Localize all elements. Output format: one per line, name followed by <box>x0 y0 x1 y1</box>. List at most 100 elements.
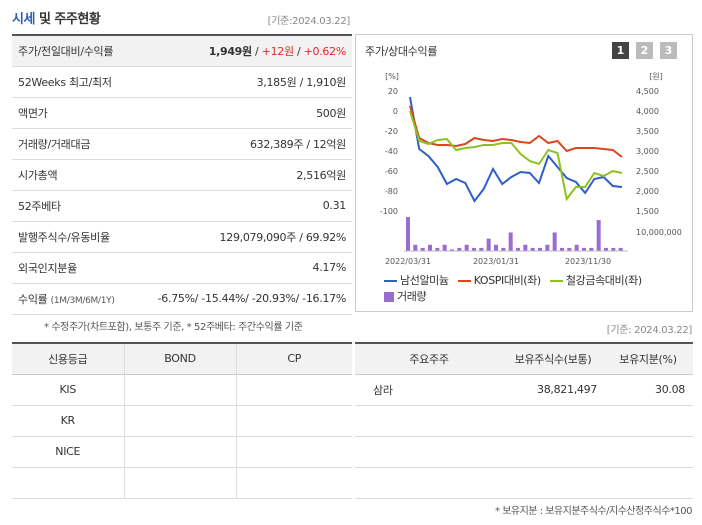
volume-bar <box>552 232 557 251</box>
volume-bar <box>457 247 462 251</box>
chart-page-3-button[interactable]: 3 <box>660 42 677 59</box>
volume-bar <box>560 247 564 251</box>
volume-bar <box>479 247 484 251</box>
chart-page-2-button[interactable]: 2 <box>636 42 653 59</box>
volume-tick-label: 10,000,000 <box>636 228 682 237</box>
cp-cell <box>235 405 352 437</box>
table-header-row: 주요주주 보유주식수(보통) 보유지분(%) <box>355 343 693 375</box>
agency-cell: KIS <box>12 374 124 406</box>
column-header: 보유지분(%) <box>603 343 693 375</box>
row-label: 52주베타 <box>12 190 130 222</box>
major-shareholders-table: 주요주주 보유주식수(보통) 보유지분(%) 삼라 38,821,497 30.08 <box>355 342 693 499</box>
volume-bar <box>604 247 608 251</box>
volume-bar <box>589 247 594 251</box>
table-row: 주가/전일대비/수익률 1,949원 / +12원 / +0.62% <box>12 35 352 67</box>
x-tick-label: 2023/11/30 <box>565 257 611 266</box>
table-row: 삼라 38,821,497 30.08 <box>355 374 693 406</box>
row-value: 2,516억원 <box>129 159 352 191</box>
chart-legend: 남선알미늄 KOSPI대비(좌) 철강금속대비(좌) 거래량 <box>384 273 684 305</box>
right-tick-label: 3,000 <box>636 147 659 156</box>
bond-cell <box>123 436 236 468</box>
x-tick-label: 2022/03/31 <box>385 257 431 266</box>
shares-cell <box>503 405 603 437</box>
right-axis-unit: [원] <box>649 72 663 81</box>
volume-bar <box>567 247 572 251</box>
left-tick-label: -40 <box>385 147 398 156</box>
row-label: 주가/전일대비/수익률 <box>12 35 130 67</box>
cp-cell <box>235 436 352 468</box>
holders-base-date: [기준: 2024.03.22] <box>606 325 693 336</box>
left-tick-label: -60 <box>385 167 398 176</box>
right-tick-label: 2,500 <box>636 167 659 176</box>
footnote-basis: * 수정주가(차트포함), 보통주 기준, * 52주베타: 주간수익률 기준 <box>44 322 303 333</box>
shares-cell <box>503 436 603 468</box>
table-row: KR <box>12 405 352 437</box>
volume-bar <box>523 244 528 251</box>
bond-cell <box>123 467 236 499</box>
volume-bar <box>545 244 550 251</box>
series-line <box>409 105 623 158</box>
table-row: 액면가 500원 <box>12 97 352 129</box>
volume-bar <box>428 244 432 251</box>
agency-cell: NICE <box>12 436 124 468</box>
row-label: 발행주식수/유동비율 <box>12 221 130 253</box>
table-row: 거래량/거래대금 632,389주 / 12억원 <box>12 128 352 160</box>
column-header: 신용등급 <box>12 343 124 375</box>
right-tick-label: 4,000 <box>636 107 659 116</box>
holder-name-cell <box>355 405 503 437</box>
chart-title: 주가/상대수익률 <box>365 45 438 58</box>
volume-bar <box>413 244 418 251</box>
right-tick-label: 1,500 <box>636 207 659 216</box>
table-row <box>12 467 352 499</box>
volume-bar <box>486 238 491 251</box>
relative-return-chart-panel: 주가/상대수익률 1 2 3 [%] [원] 20 0 -20 -40 -60 -80 -100… <box>355 34 693 312</box>
right-tick-label: 3,500 <box>636 127 659 136</box>
left-tick-label: -20 <box>385 127 398 136</box>
volume-bar <box>538 247 542 251</box>
right-tick-label: 2,000 <box>636 187 659 196</box>
price-change-value: 1,949원 / +12원 / +0.62% <box>129 35 352 67</box>
row-value: 0.31 <box>129 190 352 222</box>
table-row <box>355 436 693 468</box>
legend-item-stock: 남선알미늄 <box>384 274 449 287</box>
bond-cell <box>123 374 236 406</box>
section-title-main: 시세 <box>12 12 35 27</box>
left-tick-label: 20 <box>388 87 398 96</box>
volume-bar <box>472 247 476 251</box>
row-label: 외국인지분율 <box>12 252 130 284</box>
row-label: 수익률 (1M/3M/6M/1Y) <box>12 283 130 315</box>
chart-page-1-button[interactable]: 1 <box>612 42 629 59</box>
left-axis-unit: [%] <box>385 72 399 81</box>
column-header: BOND <box>123 343 236 375</box>
column-header: 보유주식수(보통) <box>503 343 603 375</box>
holder-name-cell: 삼라 <box>355 374 503 406</box>
agency-cell: KR <box>12 405 124 437</box>
legend-item-volume: 거래량 <box>384 290 427 303</box>
return-values: -6.75%/ -15.44%/ -20.93%/ -16.17% <box>129 283 352 315</box>
volume-bar <box>406 217 410 251</box>
row-label: 시가총액 <box>12 159 130 191</box>
series-line <box>409 96 623 203</box>
volume-bar <box>516 247 520 251</box>
stake-cell <box>603 436 693 468</box>
table-header-row: 신용등급 BOND CP <box>12 343 352 375</box>
agency-cell <box>12 467 124 499</box>
column-header: CP <box>235 343 352 375</box>
legend-item-steel: 철강금속대비(좌) <box>549 274 642 287</box>
row-value: 632,389주 / 12억원 <box>129 128 352 160</box>
volume-bar <box>618 247 623 251</box>
row-value: 3,185원 / 1,910원 <box>129 66 352 98</box>
volume-bar <box>435 247 440 251</box>
left-tick-label: -100 <box>380 207 398 216</box>
section-header: 시세 및 주주현황 [기준:2024.03.22] <box>12 8 350 32</box>
cp-cell <box>235 374 352 406</box>
shares-cell <box>503 467 603 499</box>
table-row: NICE <box>12 436 352 468</box>
table-row: 시가총액 2,516억원 <box>12 159 352 191</box>
table-row: 수익률 (1M/3M/6M/1Y) -6.75%/ -15.44%/ -20.9… <box>12 283 352 315</box>
credit-rating-table: 신용등급 BOND CP KIS KR NICE <box>12 342 352 499</box>
price-info-table: 주가/전일대비/수익률 1,949원 / +12원 / +0.62% 52Wee… <box>12 34 352 315</box>
volume-bar <box>420 247 425 251</box>
holder-name-cell <box>355 467 503 499</box>
stake-cell: 30.08 <box>603 374 693 406</box>
